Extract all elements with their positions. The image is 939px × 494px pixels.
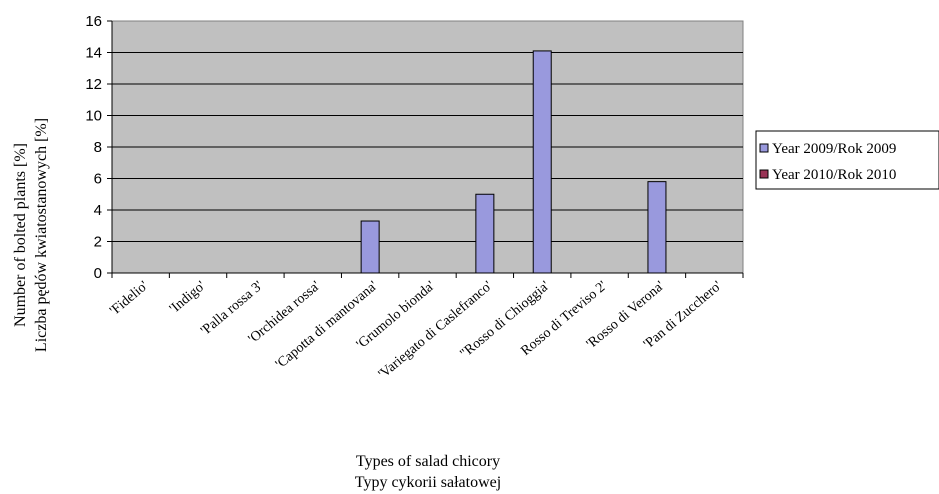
y-tick-label: 6 xyxy=(94,171,102,188)
y-axis-title-line1: Number of bolted plants [%] xyxy=(12,143,29,327)
bar xyxy=(475,193,495,274)
bars xyxy=(360,50,667,274)
x-tick-label: 'Fidelio' xyxy=(107,279,151,319)
legend-swatch-2009 xyxy=(759,143,769,153)
x-tick-label: 'Capotta di mantovana' xyxy=(273,279,381,373)
bar xyxy=(360,220,380,274)
x-tick-label: 'Variegato di Caslefranco' xyxy=(376,279,496,383)
x-tick-label: 'Indigo' xyxy=(167,279,209,317)
y-tick-label: 10 xyxy=(85,108,102,125)
x-axis-ticks: 'Fidelio' 'Indigo''Palla rossa 3''Orchide… xyxy=(107,273,744,383)
y-tick-label: 16 xyxy=(85,13,102,30)
y-tick-label: 12 xyxy=(85,76,102,93)
bar xyxy=(647,181,667,274)
legend-box xyxy=(755,130,939,190)
legend-label-2009: Year 2009/Rok 2009 xyxy=(772,141,896,157)
x-axis-title-line2: Typy cykorii sałatowej xyxy=(355,474,501,491)
y-tick-label: 2 xyxy=(94,234,102,251)
y-axis-ticks: 0 2 4 6 8 10 12 14 16 xyxy=(85,13,112,282)
legend-swatch-2010 xyxy=(759,169,769,179)
y-tick-label: 14 xyxy=(85,45,102,62)
y-tick-label: 8 xyxy=(94,139,102,156)
bar xyxy=(532,50,552,274)
y-tick-label: 4 xyxy=(94,202,102,219)
y-axis-title-line2: Liczba pędów kwiatostanowych [%] xyxy=(33,118,50,352)
y-tick-label: 0 xyxy=(94,265,102,282)
x-axis-title-line1: Types of salad chicory xyxy=(356,453,500,470)
gridlines xyxy=(112,52,743,242)
legend-label-2010: Year 2010/Rok 2010 xyxy=(772,167,896,183)
legend: Year 2009/Rok 2009 Year 2010/Rok 2010 xyxy=(755,130,939,190)
